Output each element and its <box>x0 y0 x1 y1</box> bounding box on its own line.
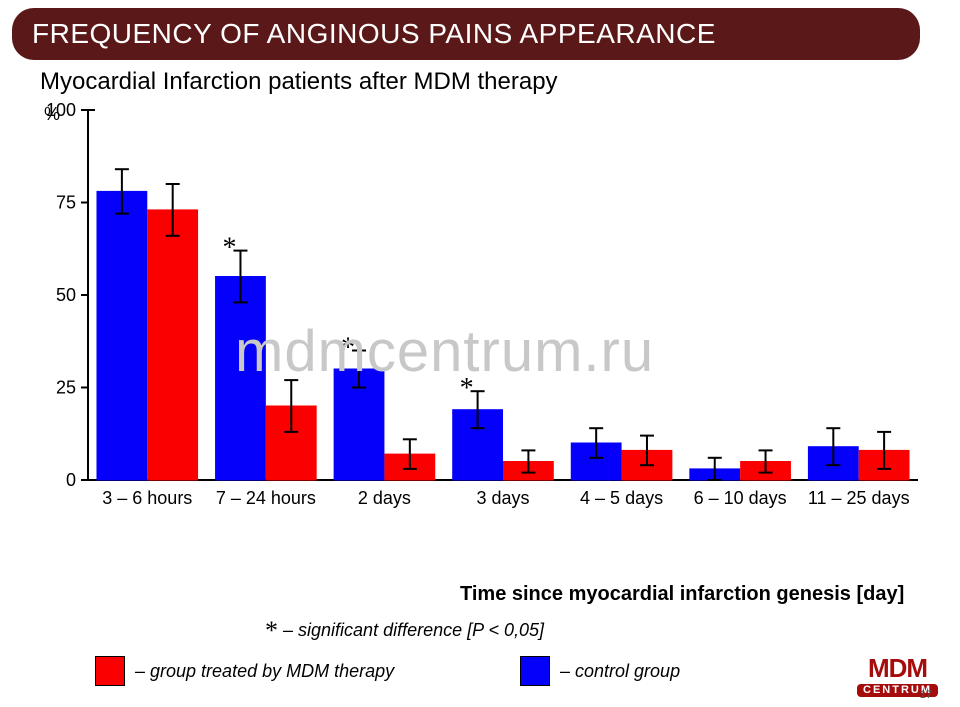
svg-text:11 – 25 days: 11 – 25 days <box>808 488 910 508</box>
svg-text:75: 75 <box>56 193 76 213</box>
legend-control: – control group <box>520 656 680 686</box>
title-banner: FREQUENCY OF ANGINOUS PAINS APPEARANCE <box>12 8 920 60</box>
svg-text:0: 0 <box>66 470 76 490</box>
logo-top: MDM <box>857 655 938 681</box>
legend-mdm: – group treated by MDM therapy <box>95 656 394 686</box>
significance-footnote: * – significant difference [P < 0,05] <box>265 616 544 646</box>
page-number: 17 <box>920 689 932 701</box>
footnote-text: – significant difference [P < 0,05] <box>283 620 544 640</box>
svg-text:6 – 10 days: 6 – 10 days <box>694 488 787 508</box>
svg-text:3 days: 3 days <box>476 488 529 508</box>
svg-text:4 – 5 days: 4 – 5 days <box>580 488 663 508</box>
legend-label-mdm: – group treated by MDM therapy <box>135 661 394 682</box>
svg-text:7 – 24 hours: 7 – 24 hours <box>216 488 316 508</box>
legend-swatch-mdm <box>95 656 125 686</box>
page-title: FREQUENCY OF ANGINOUS PAINS APPEARANCE <box>32 18 900 50</box>
bar-chart: 0255075100%3 – 6 hours*7 – 24 hours*2 da… <box>28 100 938 520</box>
subtitle: Myocardial Infarction patients after MDM… <box>40 68 960 96</box>
svg-text:%: % <box>44 104 60 124</box>
svg-text:3 – 6 hours: 3 – 6 hours <box>102 488 192 508</box>
svg-text:2 days: 2 days <box>358 488 411 508</box>
svg-text:*: * <box>222 233 236 264</box>
svg-text:*: * <box>341 333 355 364</box>
svg-text:25: 25 <box>56 378 76 398</box>
svg-text:50: 50 <box>56 285 76 305</box>
asterisk-icon: * <box>265 616 278 645</box>
xaxis-title: Time since myocardial infarction genesis… <box>460 583 904 606</box>
legend-swatch-control <box>520 656 550 686</box>
chart-svg: 0255075100%3 – 6 hours*7 – 24 hours*2 da… <box>28 100 938 520</box>
legend-label-control: – control group <box>560 661 680 682</box>
svg-text:*: * <box>460 373 474 404</box>
